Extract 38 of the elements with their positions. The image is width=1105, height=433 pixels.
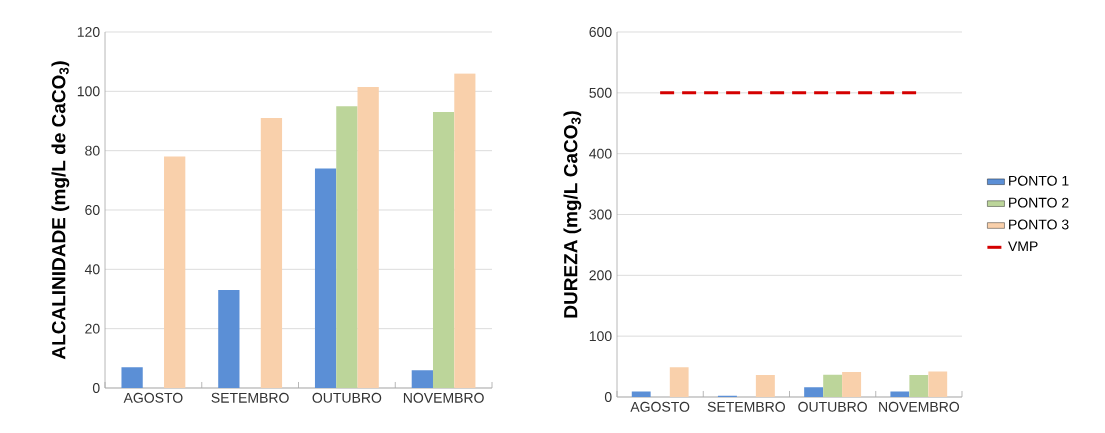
y-tick-label: 20 <box>85 323 100 334</box>
y-tick-label: 100 <box>589 331 612 342</box>
bar <box>411 370 433 388</box>
x-tick-label: NOVEMBRO <box>879 401 960 412</box>
bar <box>121 367 143 388</box>
x-tick-label: OUTUBRO <box>312 392 382 403</box>
x-tick-label: SETEMBRO <box>211 392 289 403</box>
x-tick-label: AGOSTO <box>123 392 183 403</box>
y-tick-label: 60 <box>85 205 100 215</box>
y-tick-label: 600 <box>589 27 612 37</box>
y-tick-label: 100 <box>77 86 100 97</box>
y-tick-label: 40 <box>84 264 100 275</box>
y-tick-label: 0 <box>604 392 612 402</box>
y-tick-label: 300 <box>589 209 612 220</box>
x-tick-label: OUTUBRO <box>798 401 867 412</box>
bar <box>336 106 358 388</box>
bar <box>432 112 455 388</box>
y-tick-label: 80 <box>85 145 100 156</box>
legend-label: PONTO 3 <box>1009 219 1069 230</box>
legend-label: VMP <box>1008 241 1038 252</box>
bar <box>218 290 240 388</box>
y-tick-label: 200 <box>589 270 612 281</box>
y-tick-label: 400 <box>589 148 612 159</box>
bar <box>454 73 476 388</box>
x-tick-label: SETEMBRO <box>707 401 785 412</box>
x-tick-label: AGOSTO <box>630 401 690 412</box>
bar <box>357 86 379 388</box>
legend-label: PONTO 1 <box>1009 175 1069 186</box>
bar <box>314 168 337 388</box>
bar <box>260 118 283 388</box>
y-tick-label: 120 <box>77 27 100 37</box>
y-tick-label: 0 <box>92 383 100 393</box>
x-tick-label: NOVEMBRO <box>403 392 484 403</box>
y-axis-title: DUREZA (mg/L CaCO$_{3}$) <box>563 111 582 318</box>
legend-label: PONTO 2 <box>1009 197 1069 208</box>
y-tick-label: 500 <box>589 87 612 98</box>
bar <box>164 156 186 388</box>
y-axis-title: ALCALINIDADE (mg/L de CaCO$_{3}$) <box>51 61 70 360</box>
